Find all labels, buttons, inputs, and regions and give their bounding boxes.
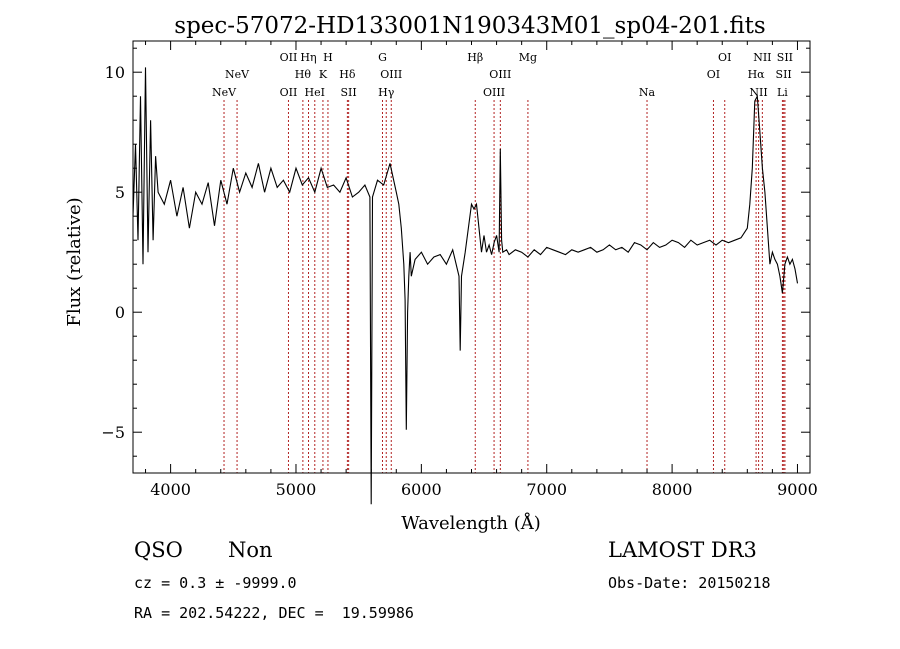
spectrum-series-line: [132, 67, 799, 505]
x-tick-label: 8000: [652, 480, 693, 499]
line-marker-label: OIII: [380, 68, 402, 81]
line-marker-label: Na: [639, 86, 656, 99]
x-tick-label: 7000: [526, 480, 567, 499]
line-marker-label: NII: [749, 86, 767, 99]
obs-date-line: Obs-Date: 20150218: [608, 574, 771, 592]
y-tick-label: 5: [115, 183, 125, 202]
line-marker-label: OII: [280, 51, 298, 64]
line-marker-label: OIII: [483, 86, 505, 99]
line-marker-label: OII: [280, 86, 298, 99]
line-marker-label: SII: [776, 68, 792, 81]
line-marker-label: Hβ: [467, 51, 483, 64]
plot-frame: [132, 40, 811, 474]
x-tick-label: 6000: [401, 480, 442, 499]
line-marker-label: Hδ: [339, 68, 356, 81]
x-tick-label: 5000: [276, 480, 317, 499]
line-markers: NeV NeV OII OII Hθ Hη HeI KH Hδ SII G Hγ OIII Hβ OIII O…: [212, 51, 793, 473]
class-label: QSO: [134, 538, 183, 562]
line-marker-label: OIII: [489, 68, 511, 81]
line-marker-label: Hη: [300, 51, 316, 64]
line-marker-label: K: [319, 68, 328, 81]
line-marker-label: G: [378, 51, 387, 64]
line-marker-label: NII: [753, 51, 771, 64]
coords-line: RA = 202.54222, DEC = 19.59986: [134, 604, 414, 622]
line-marker-label: Hγ: [378, 86, 395, 99]
line-marker-label: Hθ: [295, 68, 312, 81]
y-tick-label: 0: [115, 303, 125, 322]
line-marker-label: Li: [777, 86, 788, 99]
line-marker-label: Mg: [519, 51, 537, 64]
y-tick-label: −5: [101, 423, 125, 442]
subclass-label: Non: [228, 538, 273, 562]
line-marker-label: H: [323, 51, 333, 64]
x-tick-label: 9000: [777, 480, 818, 499]
survey-label: LAMOST DR3: [608, 538, 757, 562]
redshift-line: cz = 0.3 ± -9999.0: [134, 574, 297, 592]
line-marker-label: HeI: [305, 86, 325, 99]
line-marker-label: Hα: [748, 68, 766, 81]
line-marker-label: OI: [718, 51, 731, 64]
line-marker-label: SII: [777, 51, 793, 64]
x-axis-label: Wavelength (Å): [401, 512, 541, 534]
line-marker-label: OI: [707, 68, 720, 81]
line-marker-label: NeV: [212, 86, 237, 99]
y-tick-label: 10: [105, 63, 125, 82]
line-marker-label: NeV: [225, 68, 250, 81]
y-axis-label: Flux (relative): [64, 197, 85, 326]
x-tick-label: 4000: [150, 480, 191, 499]
y-axis: −5 0 5 10: [101, 47, 810, 457]
x-axis: 4000 5000 6000 7000 8000 9000: [145, 41, 818, 499]
chart-title: spec-57072-HD133001N190343M01_sp04-201.f…: [174, 13, 765, 39]
line-marker-label: SII: [341, 86, 357, 99]
